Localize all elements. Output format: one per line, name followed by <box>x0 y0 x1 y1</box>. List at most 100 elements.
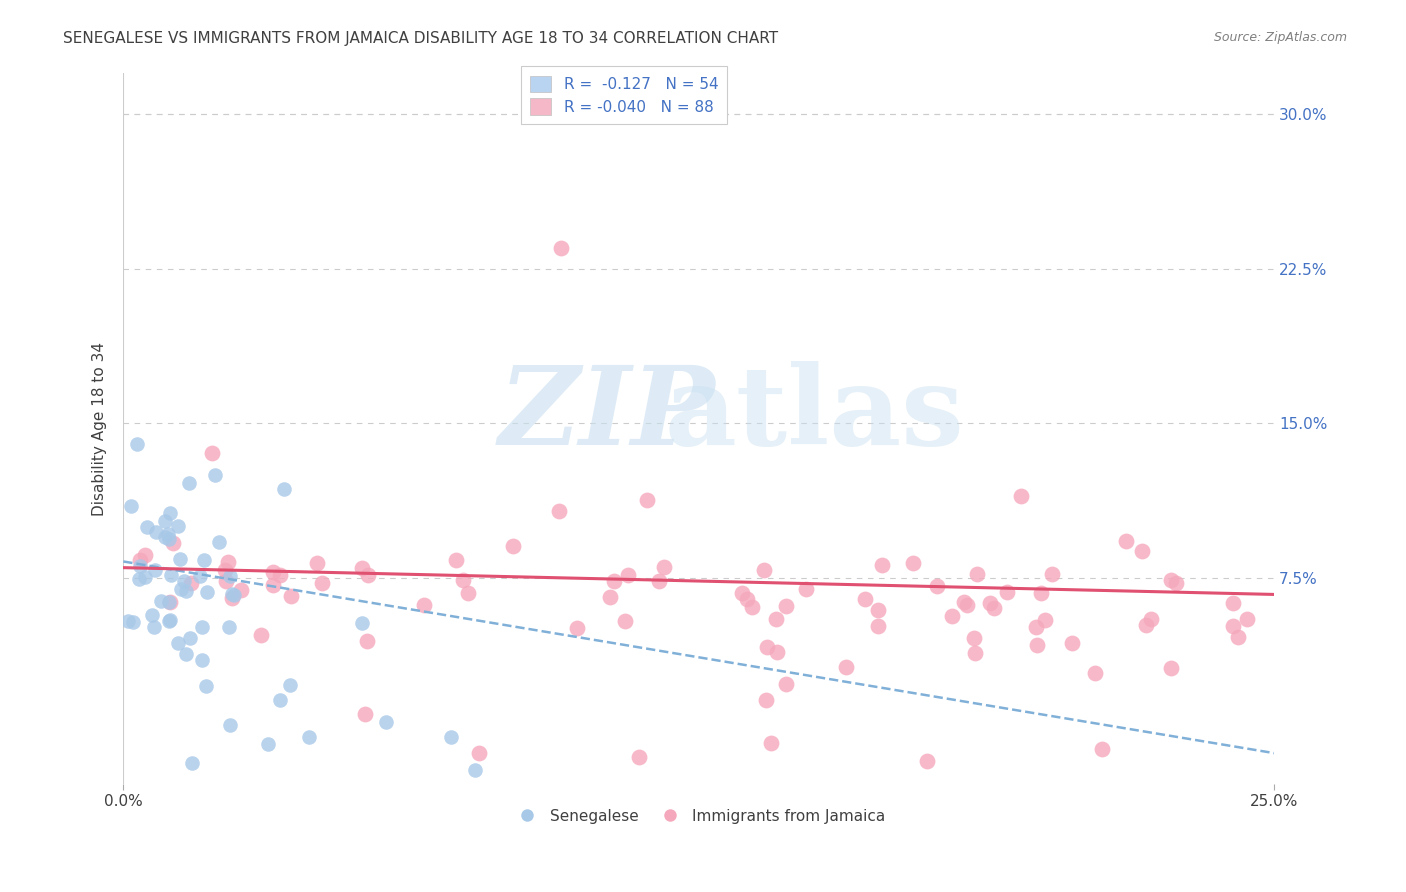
Point <box>1160 661 1182 675</box>
Point <box>129 552 152 566</box>
Point <box>731 585 754 599</box>
Point <box>153 530 176 544</box>
Point <box>925 579 948 593</box>
Point <box>194 679 217 693</box>
Point <box>173 574 195 588</box>
Point <box>941 609 963 624</box>
Point <box>190 653 212 667</box>
Point <box>218 718 240 732</box>
Point <box>1062 636 1084 650</box>
Point <box>446 553 468 567</box>
Point <box>181 756 204 771</box>
Point <box>174 647 197 661</box>
Point <box>834 660 856 674</box>
Point <box>756 640 779 654</box>
Point <box>853 591 876 606</box>
Point <box>120 499 142 513</box>
Point <box>647 574 669 588</box>
Point <box>273 483 295 497</box>
Point <box>217 555 239 569</box>
Text: atlas: atlas <box>664 360 965 467</box>
Point <box>280 589 302 603</box>
Point <box>257 738 280 752</box>
Point <box>765 645 787 659</box>
Point <box>463 763 485 777</box>
Point <box>157 533 180 547</box>
Point <box>156 526 179 541</box>
Point <box>157 595 180 609</box>
Point <box>224 588 246 602</box>
Point <box>550 241 572 255</box>
Point <box>983 601 1005 615</box>
Point <box>759 736 782 750</box>
Point <box>628 750 651 764</box>
Legend: Senegalese, Immigrants from Jamaica: Senegalese, Immigrants from Jamaica <box>506 803 891 830</box>
Point <box>169 551 191 566</box>
Point <box>737 591 759 606</box>
Point <box>214 563 236 577</box>
Point <box>134 548 156 562</box>
Point <box>204 467 226 482</box>
Point <box>129 559 152 574</box>
Point <box>548 503 571 517</box>
Point <box>311 575 333 590</box>
Point <box>221 591 243 606</box>
Point <box>179 631 201 645</box>
Point <box>128 572 150 586</box>
Point <box>901 556 924 570</box>
Point <box>278 677 301 691</box>
Point <box>354 706 377 721</box>
Point <box>1025 620 1047 634</box>
Point <box>145 524 167 539</box>
Point <box>219 569 242 583</box>
Point <box>159 507 181 521</box>
Point <box>262 578 284 592</box>
Point <box>755 693 778 707</box>
Point <box>374 715 396 730</box>
Point <box>1091 742 1114 756</box>
Point <box>143 620 166 634</box>
Point <box>796 582 818 596</box>
Point <box>1222 619 1244 633</box>
Point <box>195 585 218 599</box>
Point <box>229 582 252 597</box>
Point <box>1236 611 1258 625</box>
Point <box>868 603 890 617</box>
Point <box>159 594 181 608</box>
Point <box>269 693 291 707</box>
Point <box>141 607 163 622</box>
Point <box>1033 613 1056 627</box>
Point <box>143 563 166 577</box>
Point <box>208 535 231 549</box>
Point <box>614 614 637 628</box>
Point <box>250 628 273 642</box>
Point <box>262 566 284 580</box>
Text: ZIP: ZIP <box>499 360 716 468</box>
Point <box>956 599 979 613</box>
Point <box>166 519 188 533</box>
Point <box>565 621 588 635</box>
Point <box>1010 489 1032 503</box>
Point <box>451 573 474 587</box>
Point <box>218 620 240 634</box>
Point <box>134 570 156 584</box>
Point <box>966 566 988 581</box>
Point <box>193 552 215 566</box>
Point <box>1084 665 1107 680</box>
Point <box>1222 596 1244 610</box>
Point <box>752 563 775 577</box>
Point <box>741 600 763 615</box>
Point <box>269 567 291 582</box>
Point <box>765 612 787 626</box>
Point <box>352 616 374 631</box>
Point <box>298 730 321 744</box>
Point <box>963 646 986 660</box>
Point <box>170 582 193 596</box>
Point <box>440 730 463 744</box>
Point <box>1130 543 1153 558</box>
Point <box>502 539 524 553</box>
Point <box>191 620 214 634</box>
Point <box>467 746 489 760</box>
Point <box>1115 534 1137 549</box>
Point <box>1140 612 1163 626</box>
